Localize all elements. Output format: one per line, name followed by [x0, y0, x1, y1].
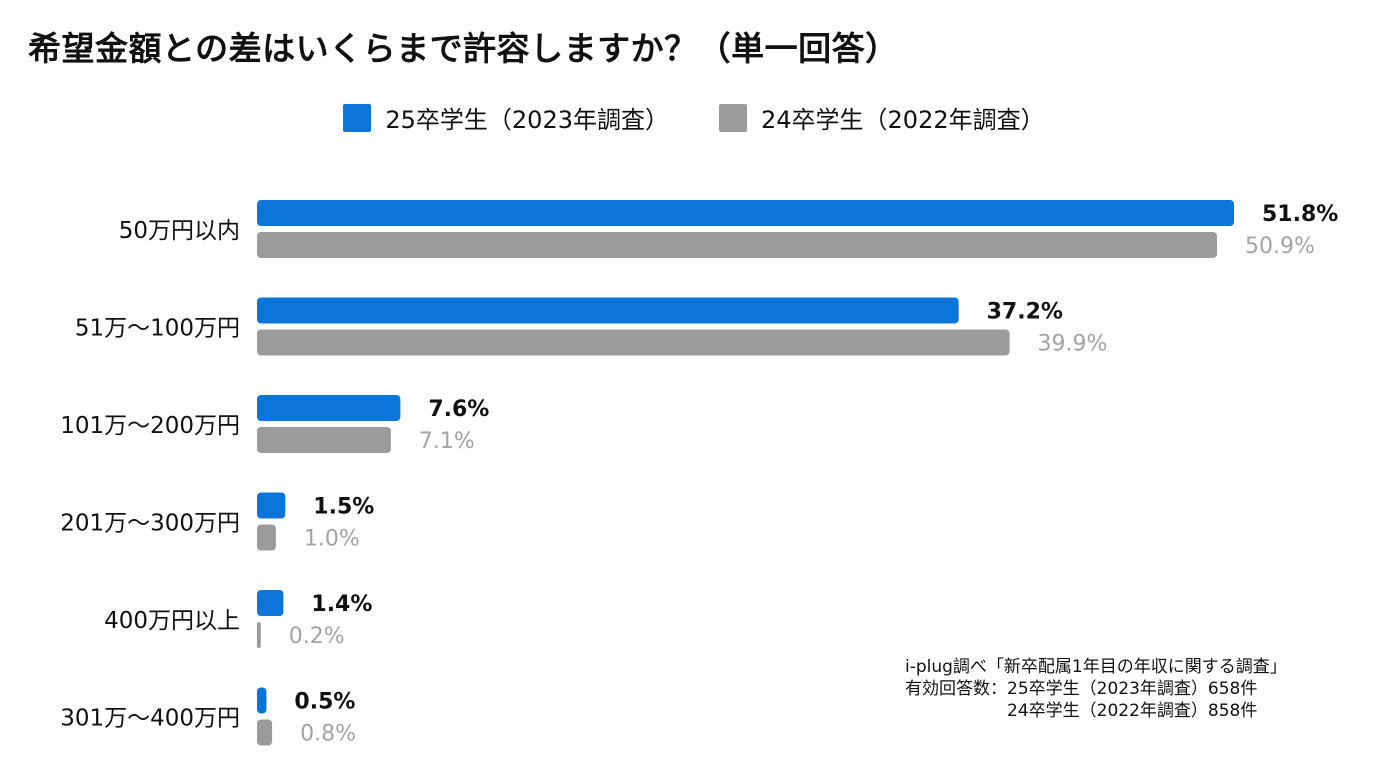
- legend-item-series2: 24卒学生（2022年調査）: [719, 100, 1045, 135]
- bar-series1: [257, 492, 286, 519]
- legend-label-series2: 24卒学生（2022年調査）: [761, 106, 1045, 134]
- legend-label-series1: 25卒学生（2023年調査）: [385, 106, 669, 134]
- category-label: 400万円以上: [104, 608, 240, 634]
- legend-swatch-series1: [343, 103, 372, 132]
- bar-series2: [257, 524, 276, 551]
- legend-swatch-series2: [719, 103, 747, 132]
- bar-series1: [257, 297, 959, 324]
- value-label-series2: 39.9%: [1038, 332, 1108, 357]
- legend-item-series1: 25卒学生（2023年調査）: [343, 100, 669, 135]
- bar-series2: [257, 622, 261, 648]
- value-label-series2: 0.8%: [300, 722, 356, 747]
- value-label-series1: 7.6%: [428, 397, 489, 422]
- bar-series1: [257, 200, 1234, 226]
- category-label: 50万円以内: [119, 218, 240, 244]
- legend: 25卒学生（2023年調査） 24卒学生（2022年調査）: [0, 100, 1388, 135]
- value-label-series1: 0.5%: [294, 690, 355, 715]
- category-label: 301万～400万円: [60, 706, 240, 732]
- value-label-series1: 1.4%: [311, 592, 372, 617]
- value-label-series2: 50.9%: [1245, 234, 1315, 259]
- bar-series1: [257, 687, 267, 714]
- source-note-line3: 24卒学生（2022年調査）858件: [905, 701, 1258, 721]
- bar-series2: [257, 719, 273, 746]
- source-note: i-plug調べ「新卒配属1年目の年収に関する調査」 有効回答数：25卒学生（2…: [905, 656, 1287, 722]
- bar-series2: [257, 329, 1010, 356]
- category-label: 101万～200万円: [60, 413, 240, 439]
- category-label: 51万～100万円: [75, 316, 240, 342]
- value-label-series2: 7.1%: [419, 429, 475, 454]
- bar-series2: [257, 232, 1218, 258]
- source-note-line1: i-plug調べ「新卒配属1年目の年収に関する調査」: [905, 657, 1287, 677]
- value-label-series2: 0.2%: [289, 624, 345, 649]
- value-label-series1: 51.8%: [1262, 202, 1338, 227]
- bar-series2: [257, 427, 391, 453]
- value-label-series2: 1.0%: [304, 527, 360, 552]
- value-label-series1: 37.2%: [987, 300, 1063, 325]
- bar-series1: [257, 590, 284, 616]
- bar-series1: [257, 395, 401, 421]
- category-label: 201万～300万円: [60, 511, 240, 537]
- source-note-line2: 有効回答数：25卒学生（2023年調査）658件: [905, 679, 1258, 699]
- chart-title: 希望金額との差はいくらまで許容しますか？（単一回答）: [28, 29, 899, 68]
- value-label-series1: 1.5%: [313, 495, 374, 520]
